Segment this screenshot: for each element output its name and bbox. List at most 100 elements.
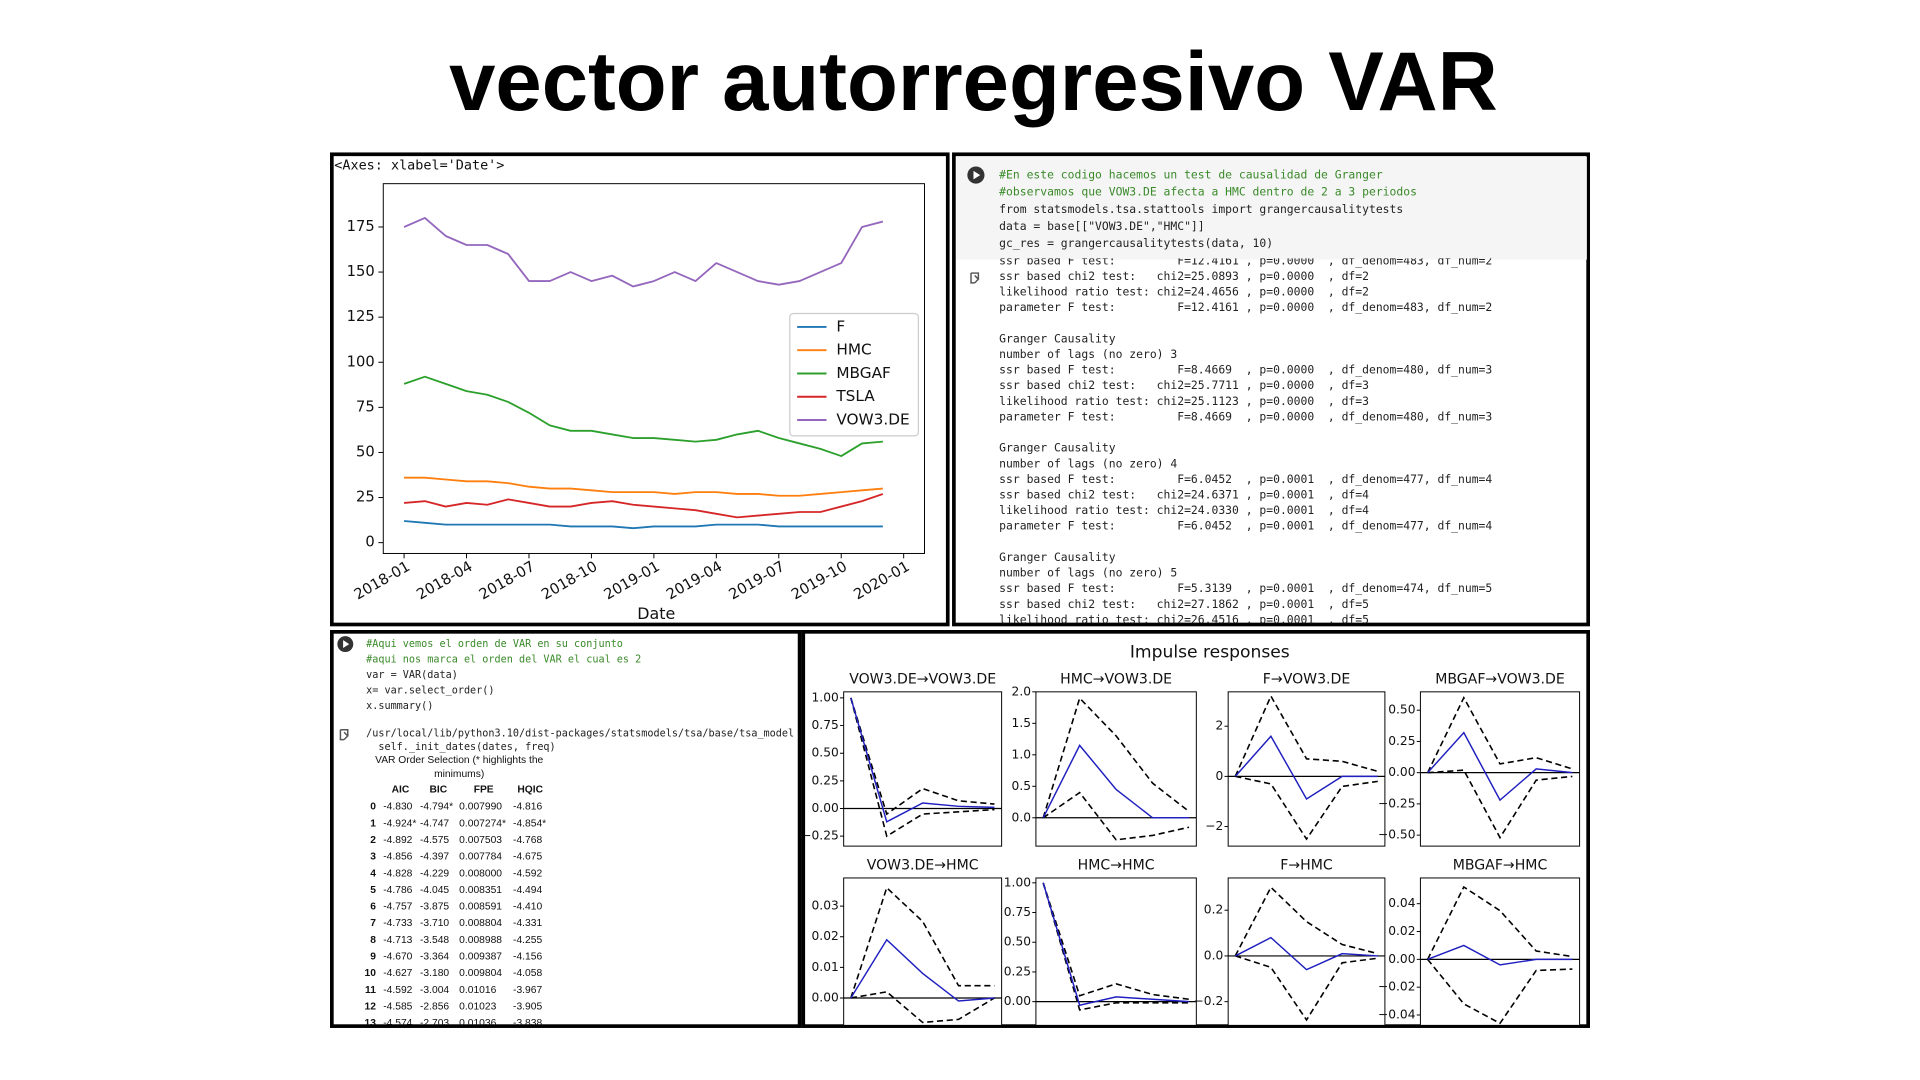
y-tick-label: −0.2 <box>1194 994 1224 1008</box>
code-line: gc_res = grangercausalitytests(data, 10) <box>999 236 1273 250</box>
y-tick-label: 150 <box>347 263 375 280</box>
code-line: #En este codigo hacemos un test de causa… <box>999 168 1383 182</box>
table-cell: -4.924* <box>383 818 416 829</box>
y-tick-label: 75 <box>356 398 375 415</box>
table-row-index: 3 <box>370 852 376 863</box>
table-cell: -4.794* <box>420 802 453 813</box>
output-line: ssr based chi2 test: chi2=25.0893 , p=0.… <box>999 269 1369 283</box>
y-tick-label: −0.25 <box>801 829 839 843</box>
y-tick-label: −2 <box>1205 819 1223 833</box>
y-tick-label: 0.00 <box>812 990 839 1004</box>
chart-title: Impulse responses <box>1130 643 1290 663</box>
output-line: ssr based F test: F=8.4669 , p=0.0000 , … <box>999 363 1492 377</box>
table-cell: -3.004 <box>420 985 449 996</box>
y-tick-label: 2 <box>1215 719 1223 733</box>
y-tick-label: −0.02 <box>1378 980 1416 994</box>
impulse-panel: F→VOW3.DE −2 0 2 <box>1205 672 1386 847</box>
output-line: ssr based F test: F=12.4161 , p=0.0000 ,… <box>999 253 1492 267</box>
table-cell: -4.397 <box>420 852 449 863</box>
table-cell: -4.255 <box>513 935 542 946</box>
table-cell: 0.01016 <box>459 985 496 996</box>
table-caption: VAR Order Selection (* highlights the <box>375 755 543 766</box>
y-tick-label: 0.75 <box>1004 905 1031 919</box>
table-cell: -4.592 <box>513 868 542 879</box>
table-cell: -2.703 <box>420 1018 449 1029</box>
table-header: FPE <box>474 785 494 796</box>
y-tick-label: −0.25 <box>1378 796 1416 810</box>
output-line: ssr based F test: F=5.3139 , p=0.0001 , … <box>999 581 1492 595</box>
table-row-index: 8 <box>370 935 376 946</box>
table-header: BIC <box>430 785 448 796</box>
table-cell: -4.768 <box>513 835 542 846</box>
output-line: ssr based chi2 test: chi2=24.6371 , p=0.… <box>999 488 1369 502</box>
y-tick-label: 0.00 <box>1388 765 1415 779</box>
table-cell: -4.830 <box>383 802 412 813</box>
table-cell: -4.670 <box>383 952 412 963</box>
table-cell: -4.229 <box>420 868 449 879</box>
code-line: #aqui nos marca el orden del VAR el cual… <box>366 655 641 666</box>
panel-title: MBGAF→VOW3.DE <box>1435 672 1565 688</box>
y-tick-label: 0.03 <box>812 899 839 913</box>
table-row-index: 0 <box>370 802 376 813</box>
impulse-panel: MBGAF→HMC −0.04 −0.02 0.00 0.02 0.04 <box>1378 858 1581 1025</box>
confidence-lower <box>1042 882 1190 1011</box>
table-header: AIC <box>392 785 410 796</box>
plot-frame <box>1227 691 1386 847</box>
impulse-panel: MBGAF→VOW3.DE −0.50 −0.25 0.00 0.25 0.50 <box>1378 672 1581 847</box>
table-cell: -4.757 <box>383 902 412 913</box>
confidence-lower <box>850 990 995 1024</box>
panel-title: MBGAF→HMC <box>1453 858 1548 874</box>
y-tick-label: 1.00 <box>1004 875 1031 889</box>
warning-line: self._init_dates(dates, freq) <box>366 742 556 753</box>
series-line <box>404 493 884 519</box>
y-tick-label: 0.00 <box>1388 952 1415 966</box>
y-tick-label: 0.0 <box>1012 810 1031 824</box>
output-line: likelihood ratio test: chi2=24.4656 , p=… <box>999 285 1369 299</box>
y-tick-label: 0.00 <box>812 801 839 815</box>
panel-title: F→HMC <box>1280 858 1333 874</box>
legend-label: TSLA <box>835 387 875 405</box>
table-cell: -4.156 <box>513 952 542 963</box>
plot-frame <box>1227 877 1386 1025</box>
table-cell: -4.816 <box>513 802 542 813</box>
confidence-upper <box>1426 695 1573 774</box>
code-line: #Aqui vemos el orden de VAR en su conjun… <box>366 639 623 650</box>
granger-cell: #En este codigo hacemos un test de causa… <box>956 156 1587 284</box>
y-tick-label: 0.25 <box>812 773 839 787</box>
table-cell: -3.710 <box>420 918 449 929</box>
y-tick-label: 0.25 <box>1388 734 1415 748</box>
y-tick-label: 25 <box>356 489 375 506</box>
y-tick-label: 175 <box>347 218 375 235</box>
series-line <box>404 476 883 497</box>
table-cell: 0.008591 <box>459 902 502 913</box>
table-cell: -3.838 <box>513 1018 542 1029</box>
y-tick-label: 0.02 <box>1388 924 1415 938</box>
y-tick-label: 1.00 <box>812 690 839 704</box>
plot-frame <box>1035 691 1197 847</box>
panel-title: VOW3.DE→HMC <box>867 858 979 874</box>
table-cell: -3.875 <box>420 902 449 913</box>
panel-title: VOW3.DE→VOW3.DE <box>849 672 996 688</box>
legend-label: VOW3.DE <box>836 411 909 429</box>
table-row-index: 9 <box>370 952 376 963</box>
table-cell: 0.008804 <box>459 918 502 929</box>
table-header: HQIC <box>517 785 543 796</box>
plot-frame <box>1419 877 1581 1025</box>
series-line <box>403 375 883 457</box>
impulse-panel: VOW3.DE→HMC 0.00 0.01 0.02 0.03 <box>812 858 1003 1025</box>
table-cell: -4.856 <box>383 852 412 863</box>
output-line: likelihood ratio test: chi2=26.4516 , p=… <box>999 612 1369 626</box>
impulse-panel: HMC→VOW3.DE 0.0 0.5 1.0 1.5 2.0 <box>1012 672 1197 847</box>
impulse-response <box>1234 734 1378 800</box>
confidence-upper <box>850 886 995 999</box>
table-row-index: 10 <box>364 968 376 979</box>
table-cell: 0.007990 <box>459 802 502 813</box>
run-icon <box>343 640 350 648</box>
output-line: parameter F test: F=8.4669 , p=0.0000 , … <box>999 409 1492 423</box>
output-line: parameter F test: F=6.0452 , p=0.0001 , … <box>999 519 1492 533</box>
legend-label: F <box>836 317 845 335</box>
output-line: Granger Causality <box>999 441 1116 455</box>
plot-frame <box>843 691 1003 847</box>
confidence-upper <box>1234 886 1378 957</box>
y-tick-label: 100 <box>347 353 375 370</box>
